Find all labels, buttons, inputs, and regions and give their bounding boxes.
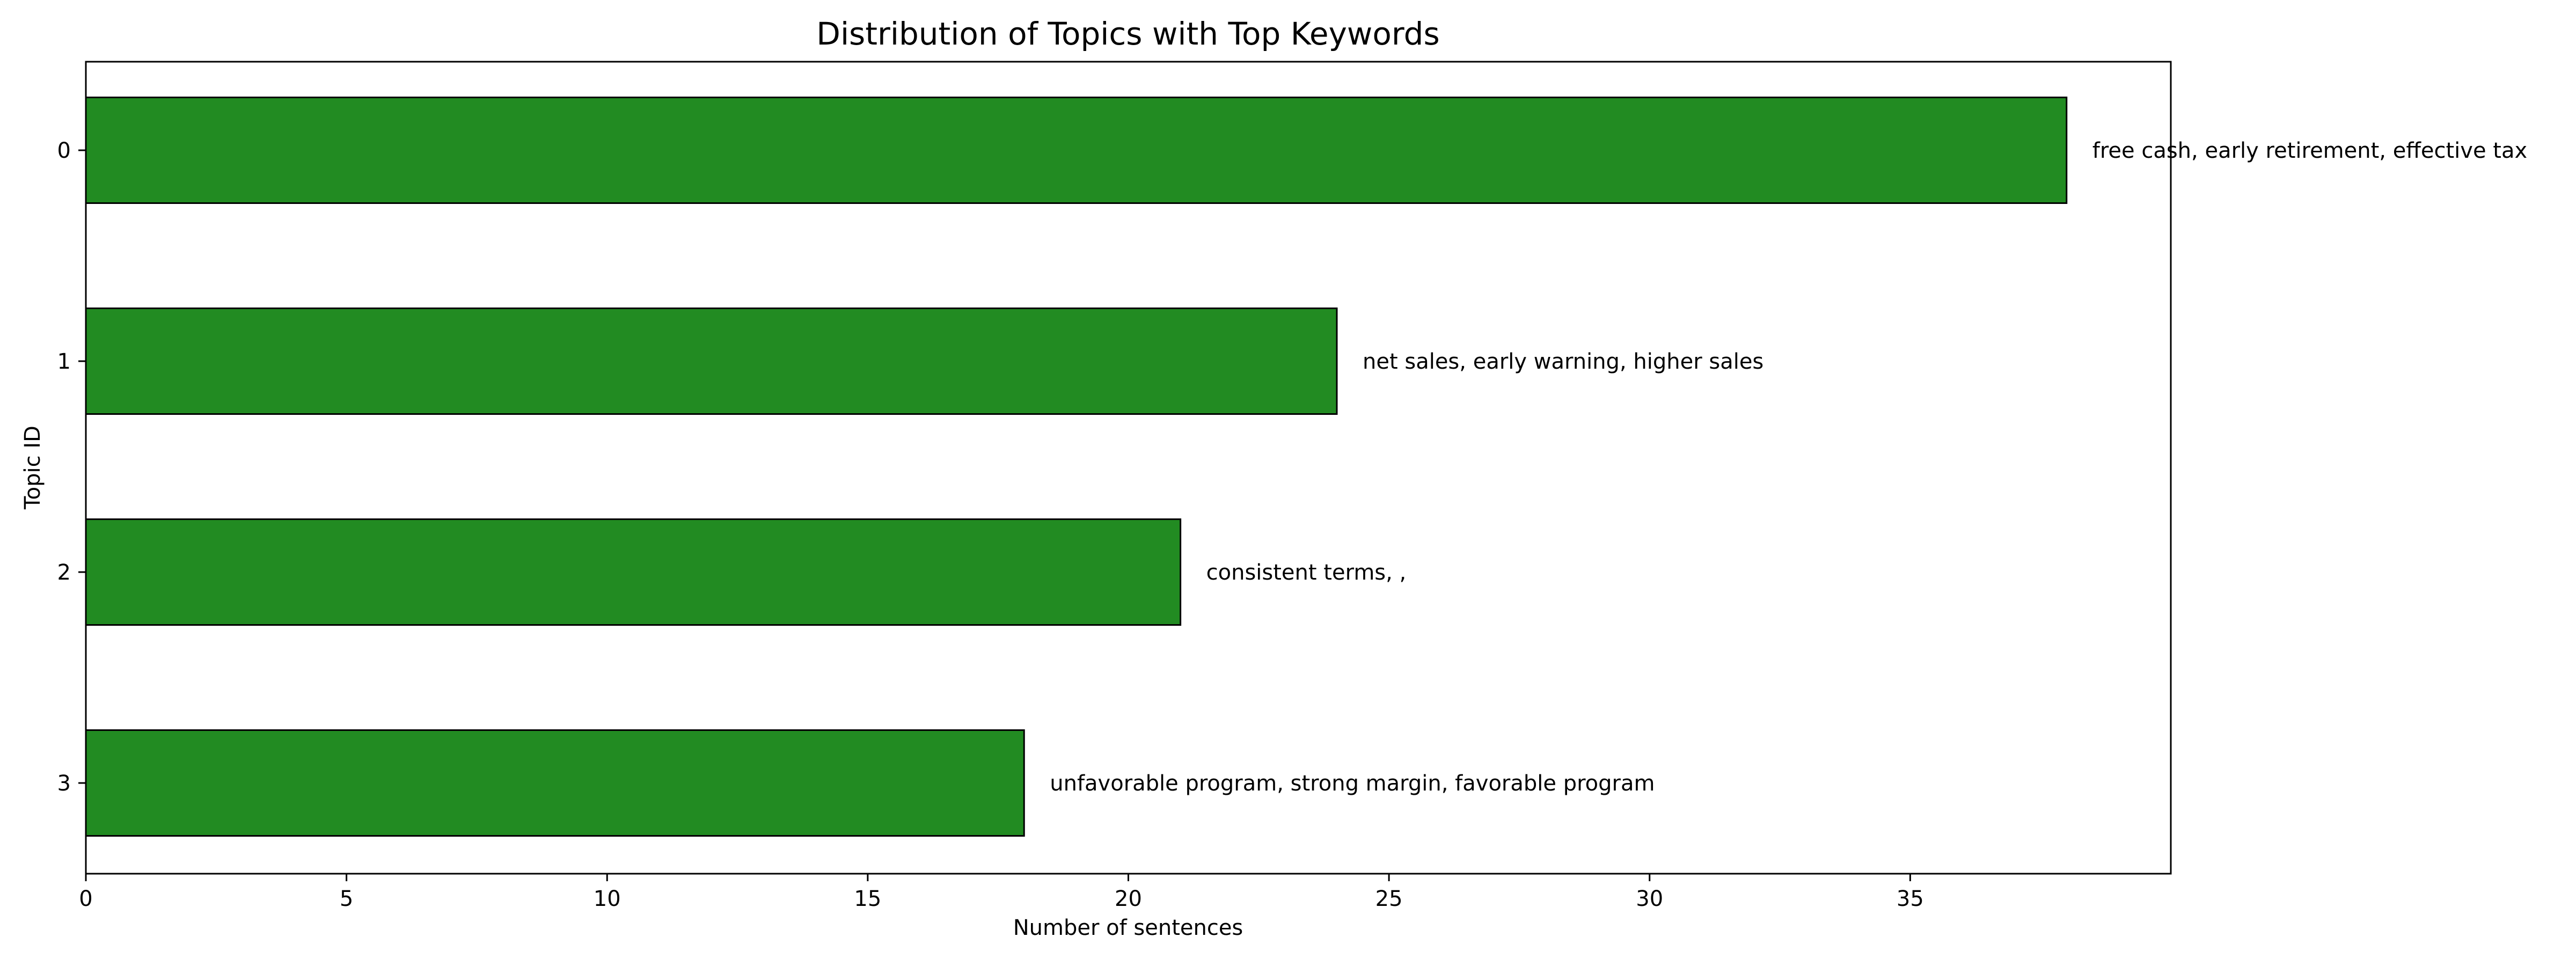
y-tick-label: 3 — [57, 771, 71, 796]
x-tick-label: 5 — [340, 887, 353, 911]
chart-title: Distribution of Topics with Top Keywords — [816, 16, 1439, 52]
bars-layer: free cash, early retirement, effective t… — [85, 97, 2527, 837]
x-tick-label: 0 — [79, 887, 92, 911]
bar-annotation: consistent terms, , — [1206, 560, 1407, 585]
x-tick-label: 30 — [1636, 887, 1663, 911]
y-tick-label: 0 — [57, 138, 71, 163]
bar-annotation: free cash, early retirement, effective t… — [2092, 138, 2527, 163]
y-axis-label: Topic ID — [20, 426, 45, 510]
x-tick-label: 35 — [1897, 887, 1924, 911]
x-axis-label: Number of sentences — [1013, 916, 1243, 940]
y-axis: 0 1 2 3 — [57, 138, 86, 796]
bar-annotation: unfavorable program, strong margin, favo… — [1050, 771, 1655, 796]
y-tick-label: 1 — [57, 349, 71, 374]
bar-annotation: net sales, early warning, higher sales — [1363, 349, 1763, 374]
x-tick-label: 15 — [854, 887, 881, 911]
bar — [85, 518, 1182, 626]
x-axis: 0 5 10 15 20 25 30 35 — [79, 874, 1924, 911]
y-tick-label: 2 — [57, 560, 71, 585]
bar — [85, 729, 1025, 837]
bar — [85, 308, 1338, 415]
bar — [85, 97, 2068, 204]
x-tick-label: 25 — [1375, 887, 1403, 911]
plot-frame — [85, 61, 2172, 875]
x-tick-label: 10 — [594, 887, 621, 911]
x-tick-label: 20 — [1115, 887, 1142, 911]
